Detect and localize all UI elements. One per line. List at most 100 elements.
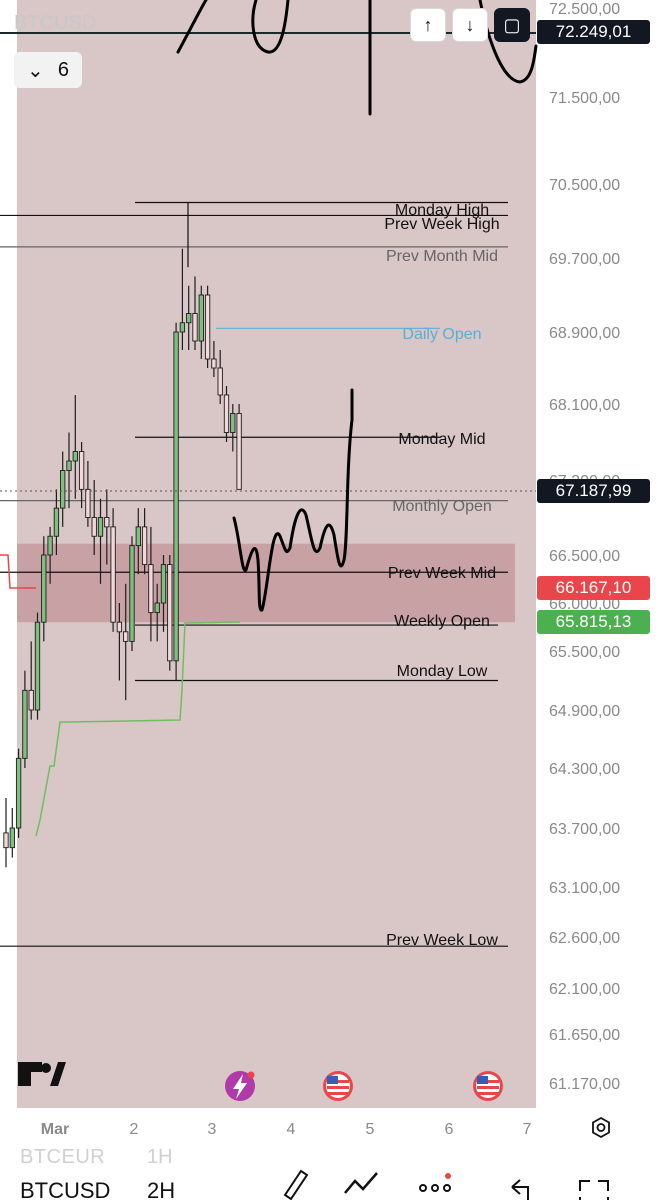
candle-body [97,517,104,537]
y-tick-label: 69.700,00 [549,251,620,268]
candle-body [192,313,198,342]
candles-group [3,248,242,868]
brush-icon[interactable] [283,1169,309,1200]
y-tick-label: 61.170,00 [549,1076,620,1093]
hand-drawing-projection [232,388,354,612]
candle-body [154,602,160,614]
green-indicator-line [35,621,241,837]
candle-body [123,631,129,642]
footer-interval-button[interactable]: 2H [147,1178,176,1203]
candle-body [148,564,154,614]
price-badge-top: 72.249,01 [537,20,650,44]
footer-interval-ghost: 1H [147,1146,173,1168]
candle-body [53,507,60,537]
candle-body [198,294,204,342]
trend-tool-icon[interactable] [344,1172,378,1194]
candle-body [217,367,223,396]
candle-body [85,488,91,518]
arrow-up-icon: ↑ [423,14,433,35]
level-label: Prev Week Low [386,932,498,949]
candle-body [110,526,116,623]
candle-body [104,517,110,528]
candle-body [167,564,173,662]
x-tick-label: 2 [130,1121,139,1138]
fullscreen-corners-icon[interactable] [579,1180,609,1200]
candle-body [91,517,97,537]
y-tick-label: 62.100,00 [549,981,620,998]
candle-body [179,322,186,333]
candle-body [9,827,15,849]
level-label: Monthly Open [392,498,492,515]
candle-body [230,413,236,433]
y-tick-label: 63.700,00 [549,821,620,838]
candle-body [173,331,179,662]
y-tick-label: 70.500,00 [549,177,620,194]
us-flag-event-icon[interactable] [323,1071,353,1101]
footer-symbol-ghost: BTCEUR [20,1146,106,1168]
candle-body [28,689,34,711]
candle-body [160,564,167,604]
candle-body [41,554,47,623]
level-label: Prev Month Mid [386,248,498,265]
candle-body [129,545,135,642]
candle-body [15,757,22,829]
y-tick-label: 68.100,00 [549,397,620,414]
candle-body [78,451,85,490]
level-label: Monday Mid [398,431,485,448]
bottom-toolbar [0,1147,666,1200]
fullscreen-icon: ▢ [503,14,521,35]
candle-body [47,535,53,556]
x-tick-label: 3 [208,1121,217,1138]
candle-body [211,358,217,369]
y-tick-label: 65.500,00 [549,644,620,661]
candle-body [236,413,242,490]
undo-icon[interactable] [511,1179,529,1200]
y-tick-label: 71.500,00 [549,90,620,107]
y-tick-label: 64.900,00 [549,703,620,720]
y-tick-label: 64.300,00 [549,761,620,778]
footer-symbol-button[interactable]: BTCUSD [20,1178,111,1203]
candle-body [223,394,230,433]
y-tick-label: 63.100,00 [549,880,620,897]
x-tick-label: Mar [41,1121,69,1138]
level-label: Monday High [395,202,489,219]
x-tick-label: 7 [523,1121,532,1138]
level-label: Daily Open [402,326,481,343]
indicator-collapse-chip[interactable]: ⌄ 6 [14,52,82,88]
level-label: Prev Week Mid [388,565,496,582]
arrow-down-button[interactable]: ↓ [452,8,488,42]
y-tick-label: 62.600,00 [549,930,620,947]
y-tick-label: 72.500,00 [549,1,620,18]
tradingview-logo-icon [18,1062,66,1086]
y-tick-label: 66.500,00 [549,548,620,565]
candle-body [72,451,78,462]
y-tick-label: 68.900,00 [549,325,620,342]
fullscreen-button[interactable]: ▢ [494,8,530,42]
candle-body [204,294,211,360]
arrow-down-icon: ↓ [465,14,475,35]
candle-body [22,689,28,759]
level-label: Monday Low [397,663,488,680]
symbol-ghost-label: BTCUSD [14,12,97,34]
red-level-line [0,554,36,589]
candle-body [141,526,148,566]
price-badge-red: 66.167,10 [537,576,650,600]
price-badge-green: 65.815,13 [537,610,650,634]
level-label: Weekly Open [394,613,490,630]
y-tick-label: 66.000,00 [549,596,620,613]
y-tick-label: 61.650,00 [549,1027,620,1044]
arrow-up-button[interactable]: ↑ [410,8,446,42]
x-tick-label: 5 [366,1121,375,1138]
y-axis: 72.500,00 71.500,00 70.500,00 69.700,00 68.9… [549,1,620,1093]
us-flag-event-icon-2[interactable] [473,1071,503,1101]
x-tick-label: 6 [445,1121,454,1138]
lightning-event-icon[interactable] [225,1071,255,1101]
hand-drawing-top [176,0,538,116]
candle-body [34,621,41,711]
more-icon[interactable] [419,1173,451,1192]
candle-body [3,832,9,849]
settings-gear-icon[interactable] [592,1116,610,1139]
price-badge-last: 67.187,99 [537,479,650,503]
